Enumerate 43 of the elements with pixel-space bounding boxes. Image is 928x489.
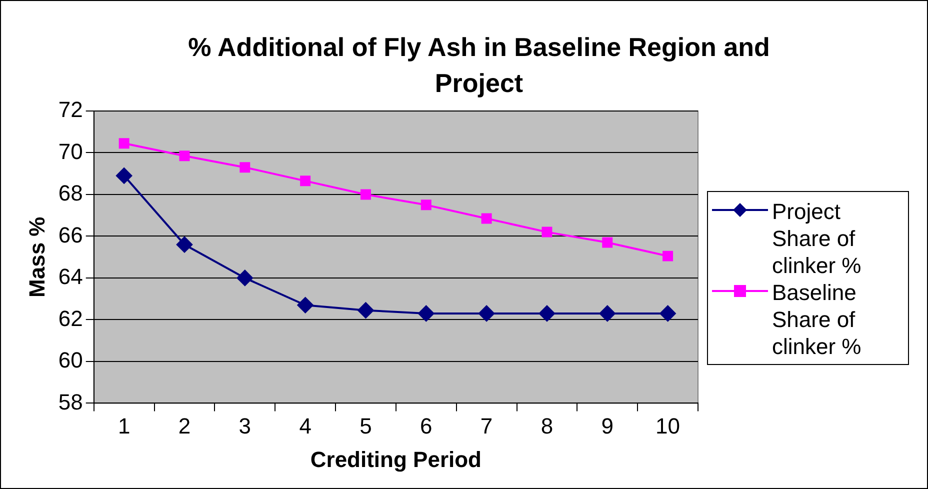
y-tick-label: 68 — [58, 180, 83, 206]
y-tick-label: 58 — [58, 389, 83, 414]
x-tick-label: 8 — [540, 413, 554, 438]
y-tick-label: 66 — [58, 222, 83, 248]
x-tick-label: 4 — [299, 413, 312, 438]
point — [599, 305, 616, 322]
y-tick-label: 60 — [58, 348, 83, 373]
x-tick-label: 3 — [238, 413, 252, 438]
point — [662, 250, 674, 262]
point — [297, 297, 314, 314]
chart-title: % Additional of Fly Ash in Baseline Region and Project — [187, 31, 771, 100]
x-tick-label: 7 — [480, 413, 493, 438]
x-axis-title: Crediting Period — [310, 446, 482, 472]
x-tick-label: 9 — [601, 413, 614, 438]
x-tick-label: 1 — [118, 413, 130, 438]
point — [420, 200, 432, 210]
point — [358, 302, 374, 318]
y-axis-title: Mass % — [24, 216, 50, 298]
point — [300, 176, 311, 186]
point — [542, 226, 552, 238]
point — [478, 305, 495, 322]
x-tick-label: 10 — [656, 413, 680, 438]
point — [236, 270, 253, 286]
legend-label: Baseline Share of clinker % — [772, 279, 862, 360]
point — [418, 305, 434, 322]
y-tick-label: 72 — [58, 97, 83, 122]
point — [481, 213, 492, 224]
y-tick-label: 62 — [58, 306, 83, 331]
point — [602, 237, 613, 248]
legend-label: Project Share of clinker % — [772, 198, 862, 279]
point — [118, 138, 130, 149]
x-tick-label: 2 — [178, 413, 191, 438]
point — [240, 162, 250, 173]
y-tick-label: 70 — [58, 138, 83, 164]
point — [538, 305, 555, 322]
point — [116, 168, 132, 184]
point — [660, 305, 676, 322]
point — [360, 189, 371, 200]
x-tick-label: 5 — [360, 413, 372, 438]
y-tick-label: 64 — [58, 264, 83, 290]
point — [176, 236, 192, 253]
x-tick-label: 6 — [420, 413, 432, 438]
point — [179, 150, 190, 162]
